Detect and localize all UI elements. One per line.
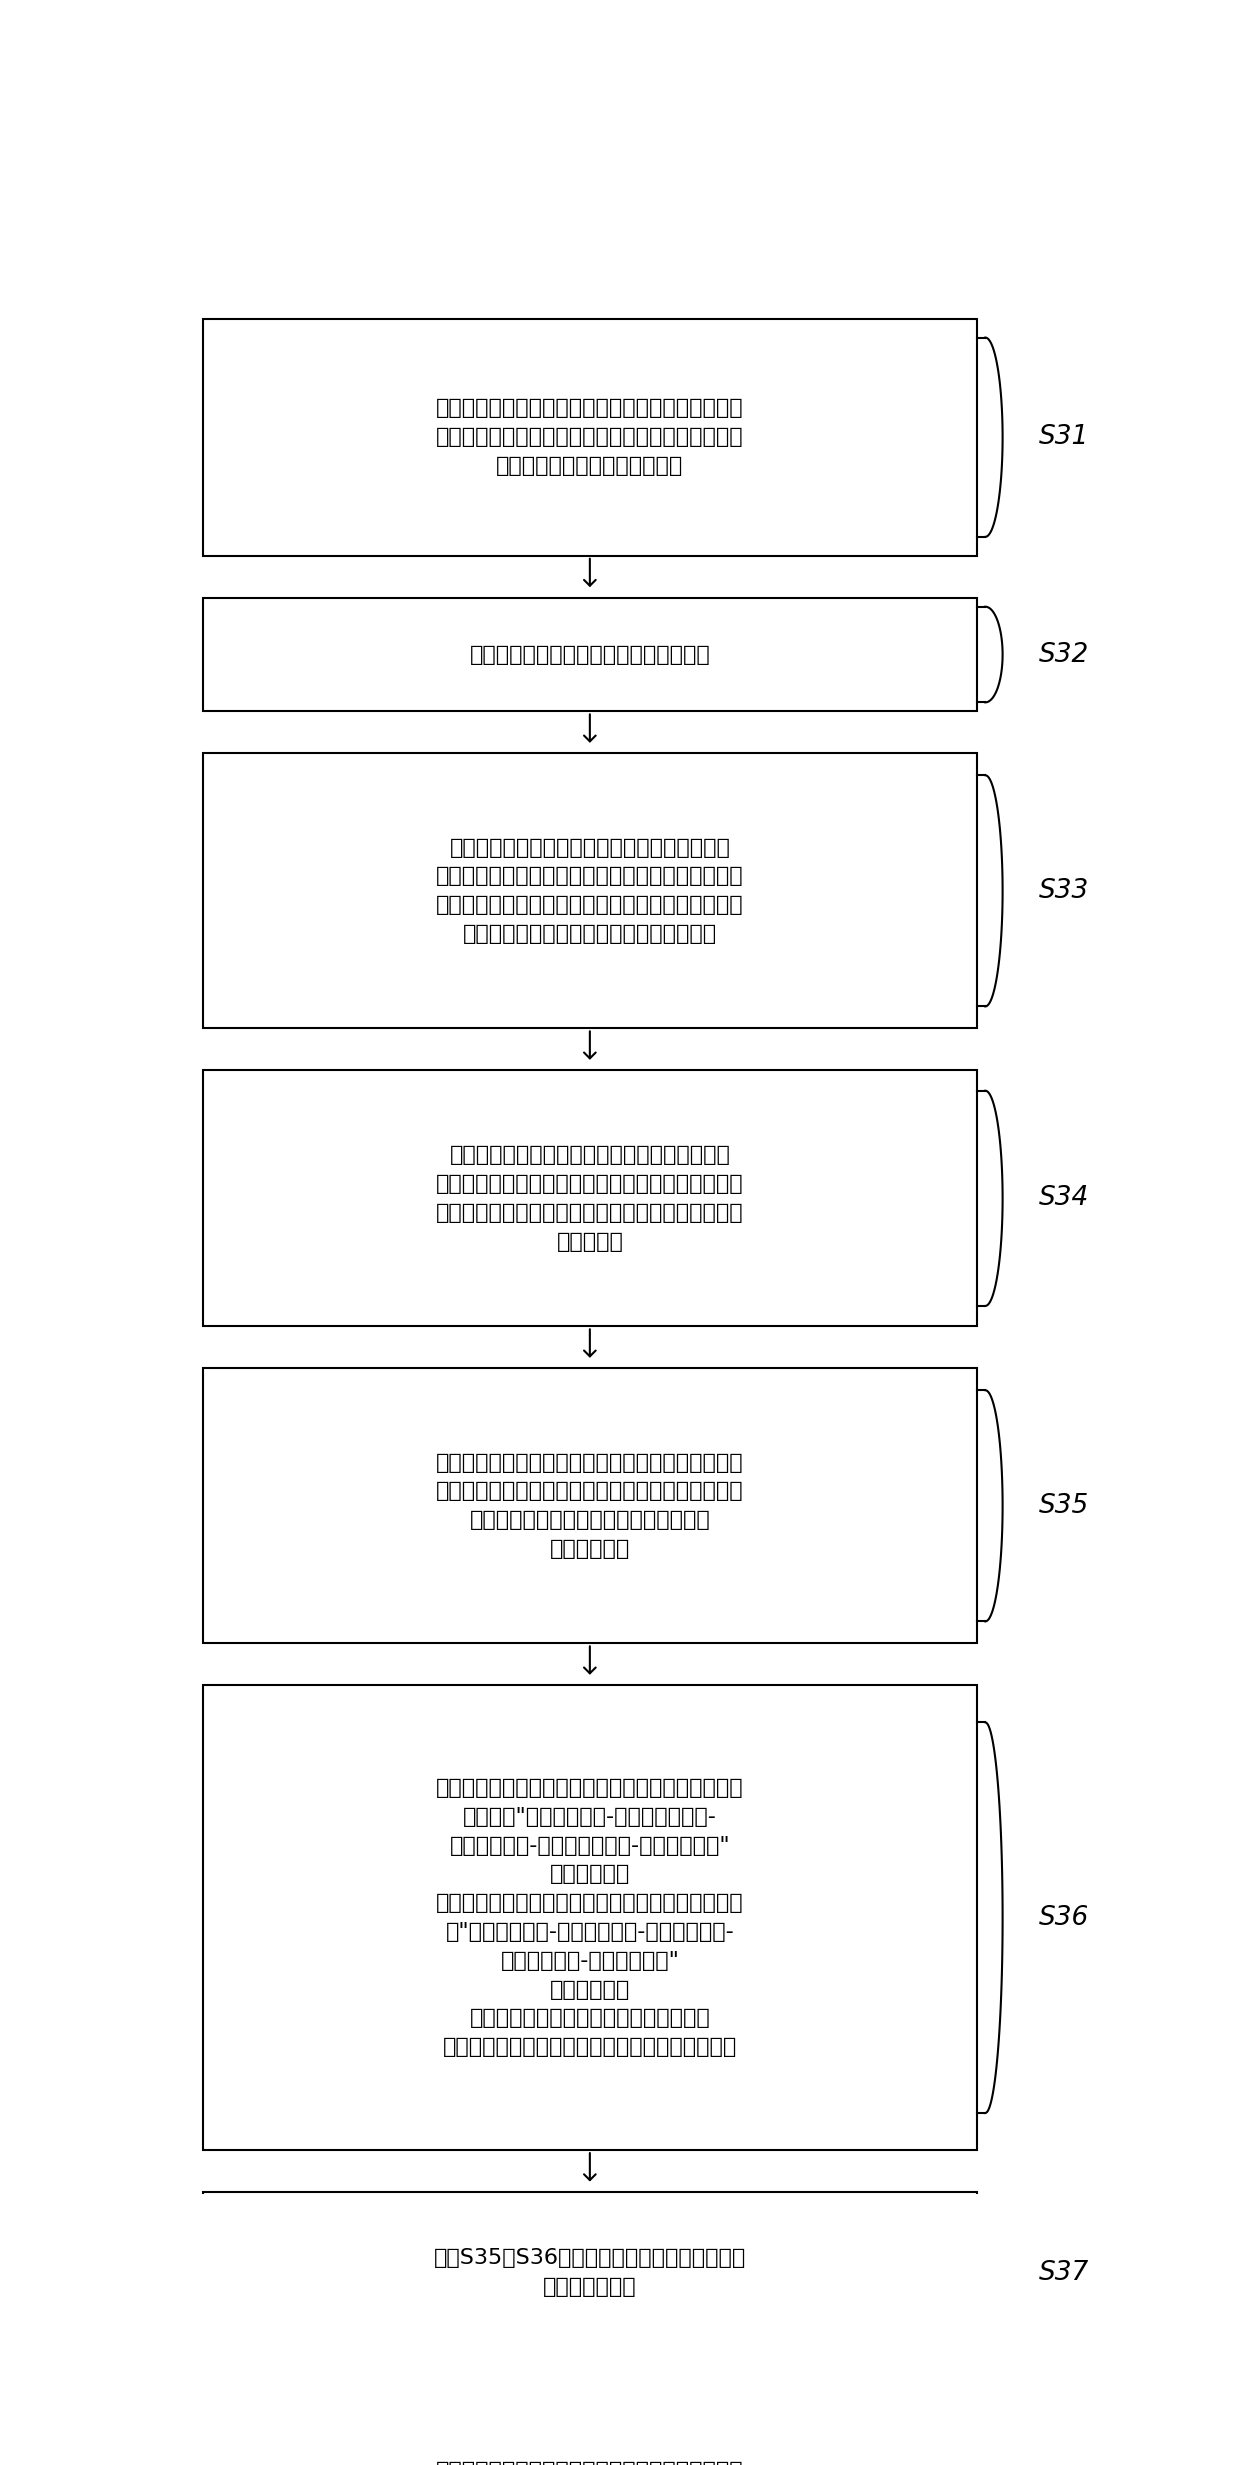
Text: 芯片供给机构将芯片运送至芯片供给位置: 芯片供给机构将芯片运送至芯片供给位置 xyxy=(470,643,711,666)
Bar xyxy=(203,2396,977,2465)
Bar xyxy=(203,2191,977,2354)
Text: S35: S35 xyxy=(1039,1494,1090,1518)
Text: 芯片翻转机构进行第一旋转运动，使得第一芯片
拾取机构进入芯片供给位置，第二芯片拾取机构进入
携芯片等待位置，第三芯片拾取机构进入芯片交接位
置，第四芯片拾取机构: 芯片翻转机构进行第一旋转运动，使得第一芯片 拾取机构进入芯片供给位置，第二芯片拾… xyxy=(436,838,744,944)
Bar xyxy=(203,318,977,555)
Text: 芯片翻转机构在芯片交接位置将芯片交接给芯片键合
机构，芯片键合机构在贴片工作位置将芯片贴装在基
板上，芯片供给机构将下一个芯片运送至
芯片供给位置: 芯片翻转机构在芯片交接位置将芯片交接给芯片键合 机构，芯片键合机构在贴片工作位置… xyxy=(436,1452,744,1558)
Bar xyxy=(203,1686,977,2149)
Bar xyxy=(203,754,977,1028)
Text: 基板承载机构将已完成芯片贴装的基板送出贴片工作
区域，解除对基板的固定并将基板交接给送料机构: 基板承载机构将已完成芯片贴装的基板送出贴片工作 区域，解除对基板的固定并将基板交… xyxy=(436,2460,744,2465)
Text: S36: S36 xyxy=(1039,1905,1090,1930)
Text: 重复S35至S36，直至基板上的所有预定贴片位
均完成芯片贴装: 重复S35至S36，直至基板上的所有预定贴片位 均完成芯片贴装 xyxy=(434,2248,746,2297)
Text: S33: S33 xyxy=(1039,878,1090,905)
Text: 送料机构将未贴装芯片的基板交接给基板承载机构，
基板承载机构将未贴装芯片的基板固定，并将未贴装
芯片的基板运送到贴片工作区域: 送料机构将未贴装芯片的基板交接给基板承载机构， 基板承载机构将未贴装芯片的基板固… xyxy=(436,399,744,476)
Text: S32: S32 xyxy=(1039,641,1090,668)
Text: 芯片翻转机构继续旋转，使得各个芯片拾取机构的位
置均按照"芯片供给位置-携芯片等待位置-
芯片交接位置-无芯片等待位置-芯片供给位置"
的顺序轮转；
芯片键合机: 芯片翻转机构继续旋转，使得各个芯片拾取机构的位 置均按照"芯片供给位置-携芯片等… xyxy=(436,1777,744,2058)
Text: S34: S34 xyxy=(1039,1186,1090,1210)
Text: 芯片键合机构进行第二旋转运动，使得第一键合
头进入芯片交接位置、第二键合头进入芯片蘸胶位置
、第三键合头进入上视成像位置、第四键合头进入贴
片工作位置: 芯片键合机构进行第二旋转运动，使得第一键合 头进入芯片交接位置、第二键合头进入芯… xyxy=(436,1146,744,1252)
Text: S37: S37 xyxy=(1039,2260,1090,2285)
Bar xyxy=(203,597,977,712)
Bar xyxy=(203,1368,977,1644)
Text: S31: S31 xyxy=(1039,424,1090,451)
Bar xyxy=(203,1070,977,1326)
